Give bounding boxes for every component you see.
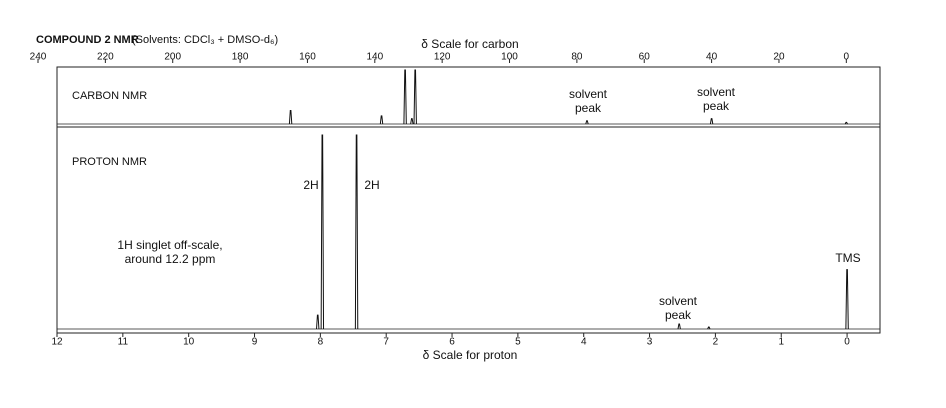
x-tick-label: 4 (581, 337, 587, 348)
x-tick-label: 120 (434, 52, 451, 63)
peak (403, 69, 407, 125)
annotation: peak (665, 308, 692, 322)
title: COMPOUND 2 NMR (36, 34, 139, 46)
annotation: around 12.2 ppm (125, 252, 216, 266)
peak (288, 110, 293, 125)
x-tick-label: 40 (706, 52, 718, 63)
x-tick-label: 2 (713, 337, 719, 348)
x-tick-label: 8 (318, 337, 324, 348)
peak (413, 69, 417, 125)
panel-label: CARBON NMR (72, 90, 147, 102)
x-tick-label: 12 (51, 337, 63, 348)
x-tick-label: 80 (571, 52, 583, 63)
annotation: solvent (569, 87, 608, 101)
x-tick-label: 60 (639, 52, 651, 63)
panel-label: PROTON NMR (72, 156, 147, 168)
x-tick-label: 0 (844, 52, 850, 63)
x-tick-label: 240 (30, 52, 47, 63)
x-tick-label: 220 (97, 52, 114, 63)
annotation: 2H (303, 178, 318, 192)
peak (844, 121, 848, 125)
plot-frame (56, 66, 881, 334)
x-tick-label: 5 (515, 337, 521, 348)
x-tick-label: 100 (501, 52, 518, 63)
x-tick-label: 1 (778, 337, 784, 348)
peak (677, 323, 681, 330)
peak (585, 120, 589, 125)
annotation: TMS (835, 251, 860, 265)
annotation: 1H singlet off-scale, (117, 238, 222, 252)
x-tick-label: 200 (164, 52, 181, 63)
x-tick-label: 160 (299, 52, 316, 63)
peak (845, 269, 849, 330)
x-tick-label: 0 (844, 337, 850, 348)
x-axis-label: δ Scale for proton (423, 348, 518, 362)
peak (379, 115, 384, 125)
annotation: solvent (697, 85, 736, 99)
annotation: solvent (659, 294, 698, 308)
peak (316, 314, 320, 330)
annotation: peak (703, 99, 730, 113)
annotation: peak (575, 101, 602, 115)
x-tick-label: 11 (118, 337, 129, 348)
x-tick-label: 3 (647, 337, 653, 348)
x-tick-label: 10 (183, 337, 195, 348)
peak (320, 134, 325, 330)
x-tick-label: 140 (366, 52, 383, 63)
x-axis-label: δ Scale for carbon (421, 37, 518, 51)
peak (709, 118, 714, 125)
x-tick-label: 7 (383, 337, 389, 348)
peak (354, 134, 359, 330)
peak (410, 118, 414, 125)
annotation: 2H (364, 178, 379, 192)
x-tick-label: 20 (773, 52, 785, 63)
peak (707, 326, 711, 330)
x-tick-label: 6 (449, 337, 455, 348)
x-tick-label: 180 (232, 52, 249, 63)
subtitle: (Solvents: CDCl₃ + DMSO-d₆) (132, 34, 278, 46)
x-tick-label: 9 (252, 337, 258, 348)
